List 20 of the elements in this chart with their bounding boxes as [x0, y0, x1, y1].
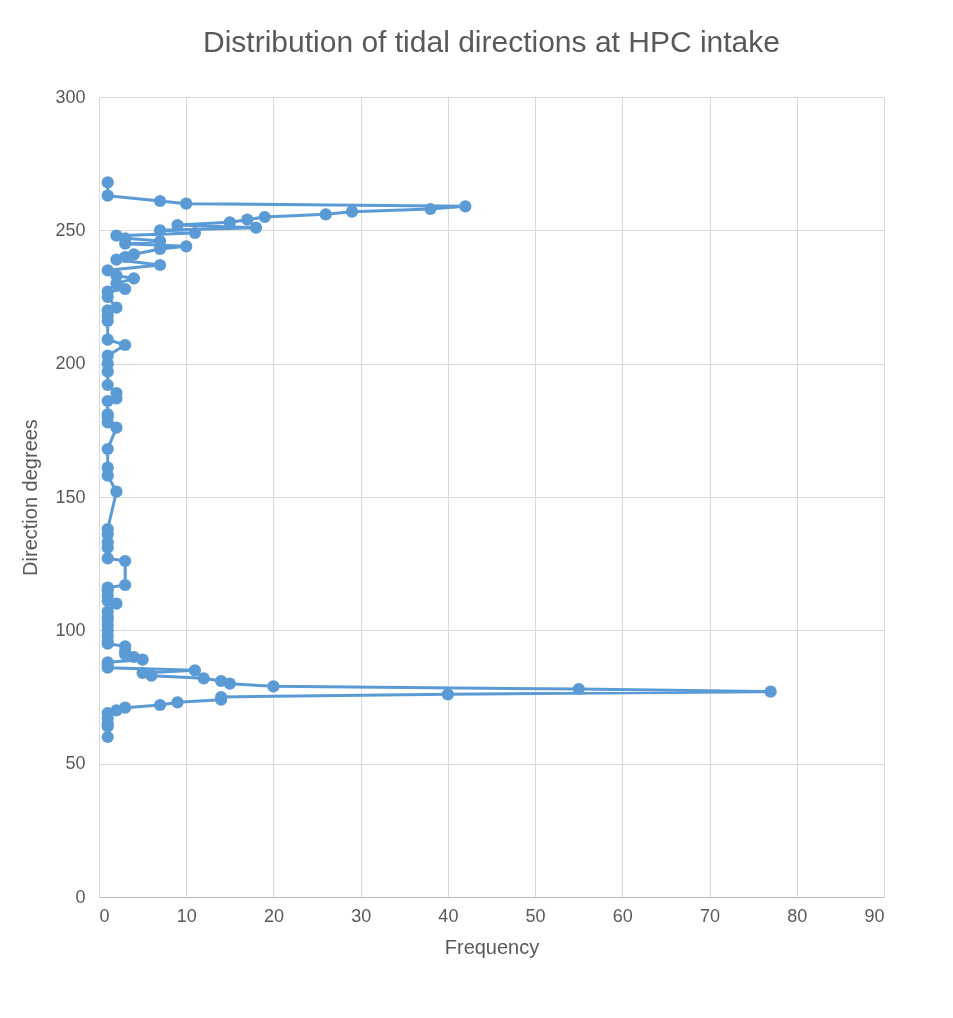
y-tick-label: 300: [55, 86, 86, 107]
x-axis-title: Frequency: [444, 935, 540, 958]
chart-title: Distribution of tidal directions at HPC intake: [203, 25, 780, 58]
x-tick-label: 40: [438, 905, 459, 926]
x-tick-label: 80: [787, 905, 808, 926]
y-tick-label: 100: [55, 619, 86, 640]
y-tick-label: 250: [55, 219, 86, 240]
x-tick-label: 20: [263, 905, 284, 926]
y-tick-label: 0: [75, 886, 86, 907]
x-tick-label: 50: [525, 905, 546, 926]
x-tick-label: 10: [176, 905, 197, 926]
x-tick-label: 60: [612, 905, 633, 926]
y-tick-label: 200: [55, 353, 86, 374]
x-tick-label: 90: [864, 905, 885, 926]
x-tick-label: 0: [99, 905, 110, 926]
x-tick-label: 30: [351, 905, 372, 926]
y-axis-title: Direction degrees: [19, 419, 42, 576]
y-tick-label: 150: [55, 486, 86, 507]
y-tick-label: 50: [65, 753, 86, 774]
x-tick-label: 70: [700, 905, 721, 926]
